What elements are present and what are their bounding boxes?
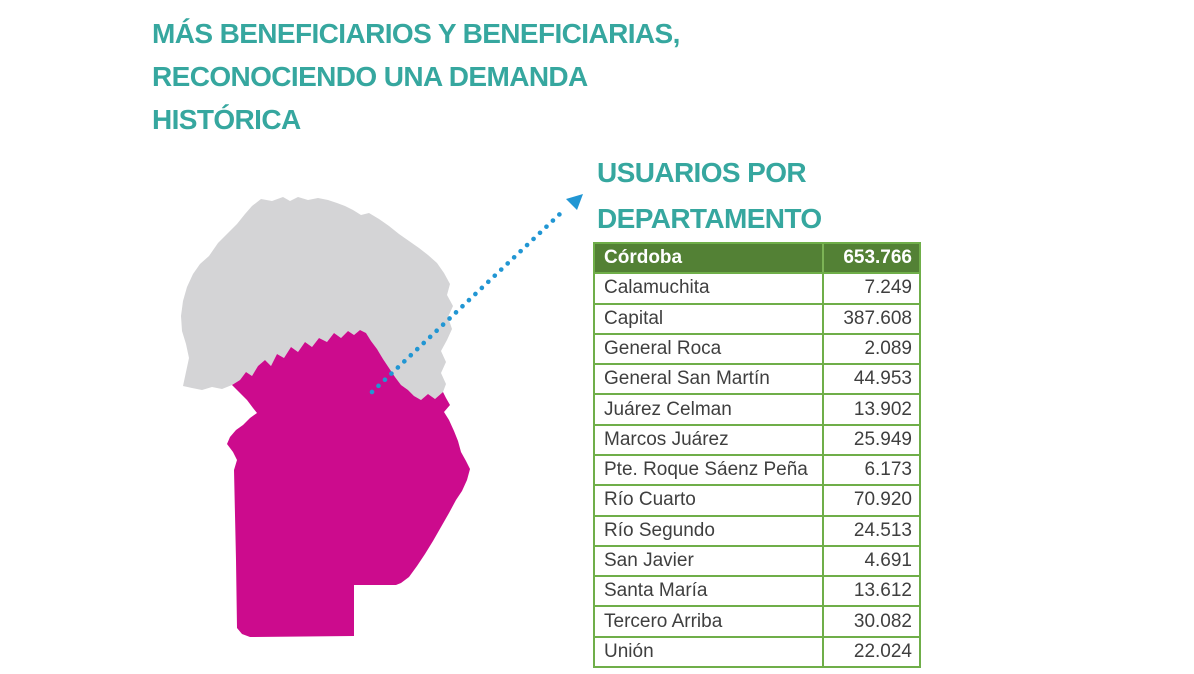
page-title-line-1: MÁS BENEFICIARIOS Y BENEFICIARIAS, xyxy=(152,18,680,49)
table-row: Santa María 13.612 xyxy=(595,575,919,606)
table-row: Juárez Celman 13.902 xyxy=(595,393,919,424)
table-title-line-2: DEPARTAMENTO xyxy=(597,203,822,234)
row-value-cell: 70.920 xyxy=(822,486,919,515)
row-value-cell: 13.612 xyxy=(822,577,919,606)
row-label-cell: Santa María xyxy=(604,580,708,602)
table-title: USUARIOS POR DEPARTAMENTO xyxy=(597,150,1017,242)
row-label-cell: Calamuchita xyxy=(604,277,710,299)
table-row: Pte. Roque Sáenz Peña 6.173 xyxy=(595,453,919,485)
row-label-cell: Río Segundo xyxy=(604,519,715,541)
table-row: Calamuchita 7.249 xyxy=(595,272,919,303)
row-label-cell: General San Martín xyxy=(604,368,770,390)
dotted-callout-arrow xyxy=(369,194,583,395)
table-row: Río Cuarto 70.920 xyxy=(595,484,919,515)
row-value-cell: 13.902 xyxy=(822,395,919,424)
row-value-cell: 30.082 xyxy=(822,607,919,636)
table-title-line-1: USUARIOS POR xyxy=(597,157,807,188)
row-value-cell: 2.089 xyxy=(822,334,919,364)
table-row: Tercero Arriba 30.082 xyxy=(595,605,919,636)
table-row: Unión 22.024 xyxy=(595,635,919,666)
table-row: General Roca 2.089 xyxy=(595,332,919,364)
users-per-department-table: Córdoba 653.766 Calamuchita 7.249 Capita… xyxy=(593,242,921,668)
map-south-region-highlighted xyxy=(227,330,470,637)
row-label-cell: Marcos Juárez xyxy=(604,428,729,450)
header-label-cell: Córdoba xyxy=(604,247,683,269)
map-north-region xyxy=(181,197,453,400)
row-value-cell: 22.024 xyxy=(822,637,919,666)
row-label-cell: Tercero Arriba xyxy=(604,610,723,632)
dotted-arrow-line xyxy=(369,208,566,395)
row-label-cell: Pte. Roque Sáenz Peña xyxy=(604,459,808,481)
header-value-cell: 653.766 xyxy=(822,244,919,273)
row-label-cell: Juárez Celman xyxy=(604,398,732,420)
row-value-cell: 44.953 xyxy=(822,365,919,394)
page-title-line-2: RECONOCIENDO UNA DEMANDA xyxy=(152,61,588,92)
row-label-cell: General Roca xyxy=(604,337,722,359)
table-header-row: Córdoba 653.766 xyxy=(595,244,919,273)
table-row: General San Martín 44.953 xyxy=(595,363,919,394)
page-title: MÁS BENEFICIARIOS Y BENEFICIARIAS, RECON… xyxy=(152,12,752,141)
row-value-cell: 24.513 xyxy=(822,516,919,545)
row-label-cell: Unión xyxy=(604,640,654,662)
row-label-cell: San Javier xyxy=(604,549,694,571)
table-row: San Javier 4.691 xyxy=(595,544,919,576)
page-title-line-3: HISTÓRICA xyxy=(152,104,301,135)
table-row: Río Segundo 24.513 xyxy=(595,514,919,545)
row-label-cell: Capital xyxy=(604,307,664,329)
table-row: Capital 387.608 xyxy=(595,302,919,333)
row-value-cell: 25.949 xyxy=(822,425,919,454)
row-value-cell: 7.249 xyxy=(822,274,919,303)
row-value-cell: 6.173 xyxy=(822,455,919,485)
table-row: Marcos Juárez 25.949 xyxy=(595,423,919,454)
arrowhead-icon xyxy=(566,194,583,210)
row-value-cell: 387.608 xyxy=(822,304,919,333)
row-label-cell: Río Cuarto xyxy=(604,489,696,511)
row-value-cell: 4.691 xyxy=(822,546,919,576)
